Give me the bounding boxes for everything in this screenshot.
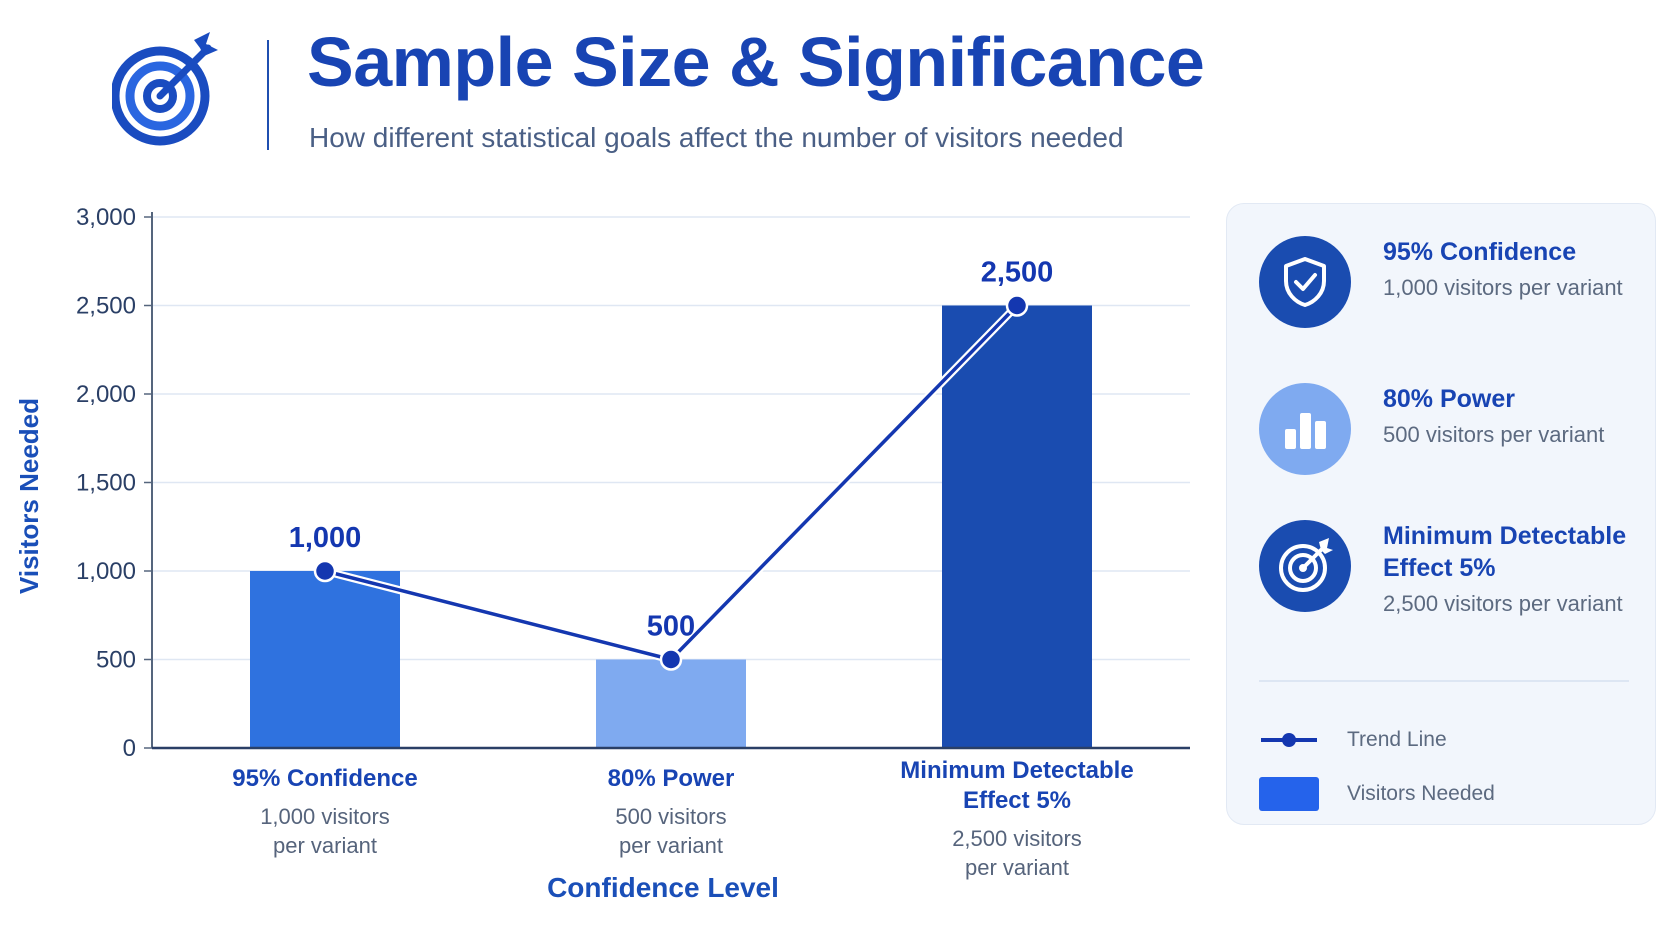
bar-chart-icon (1259, 383, 1351, 475)
page-subtitle: How different statistical goals affect t… (309, 122, 1124, 153)
y-tick-label: 1,500 (76, 470, 136, 497)
data-label: 1,000 (289, 522, 362, 554)
x-axis-title: Confidence Level (547, 872, 779, 903)
legend-title: 95% Confidence (1383, 238, 1577, 266)
legend-title: 80% Power (1383, 385, 1516, 413)
y-tick-label: 2,500 (76, 293, 136, 320)
y-tick-label: 2,000 (76, 381, 136, 408)
y-axis-title: Visitors Needed (14, 398, 44, 594)
shield-check-icon (1259, 236, 1351, 328)
x-tick-label: 80% Power (608, 765, 735, 792)
y-tick-label: 1,000 (76, 558, 136, 585)
bar-chart: 0 500 1,000 1,500 2,000 2,500 3,000 1,000 500 2,… (14, 204, 1190, 903)
trend-point (313, 559, 337, 583)
page-title: Sample Size & Significance (307, 23, 1205, 101)
y-tick-label: 0 (123, 735, 136, 762)
target-arrow-icon (110, 30, 222, 155)
line-marker-icon (1261, 733, 1317, 747)
x-tick-sublabel: per variant (619, 833, 723, 858)
legend-panel: 95% Confidence 1,000 visitors per varian… (1226, 203, 1656, 825)
data-label: 500 (647, 611, 695, 643)
x-tick-label: 95% Confidence (232, 765, 417, 792)
legend-key-label: Trend Line (1347, 728, 1447, 751)
trend-point (1005, 294, 1029, 317)
bar (250, 571, 400, 748)
y-tick-label: 3,000 (76, 204, 136, 231)
y-tick-label: 500 (96, 647, 136, 674)
legend-desc: 2,500 visitors per variant (1383, 591, 1623, 616)
legend-desc: 1,000 visitors per variant (1383, 275, 1623, 300)
x-tick-sublabel: 1,000 visitors (260, 804, 390, 829)
x-tick-sublabel: per variant (273, 833, 377, 858)
legend-title: Minimum Detectable Effect 5% (1383, 522, 1627, 582)
trend-point (659, 648, 683, 671)
header-divider (267, 40, 269, 150)
x-tick-label: Minimum Detectable (900, 757, 1133, 784)
x-tick-sublabel: 2,500 visitors (952, 826, 1082, 851)
bar-swatch (1259, 777, 1319, 811)
legend-divider (1259, 680, 1629, 682)
legend-desc: 500 visitors per variant (1383, 422, 1605, 447)
legend-key-bars: Visitors Needed (1259, 776, 1495, 812)
x-tick-label: Effect 5% (963, 787, 1071, 814)
bar (942, 305, 1092, 748)
data-label: 2,500 (981, 257, 1054, 289)
legend-key-trend-line: Trend Line (1259, 722, 1447, 758)
legend-key-label: Visitors Needed (1347, 782, 1495, 805)
bar (596, 659, 746, 748)
target-icon (1259, 520, 1351, 612)
x-tick-sublabel: per variant (965, 855, 1069, 880)
x-tick-sublabel: 500 visitors (615, 804, 726, 829)
